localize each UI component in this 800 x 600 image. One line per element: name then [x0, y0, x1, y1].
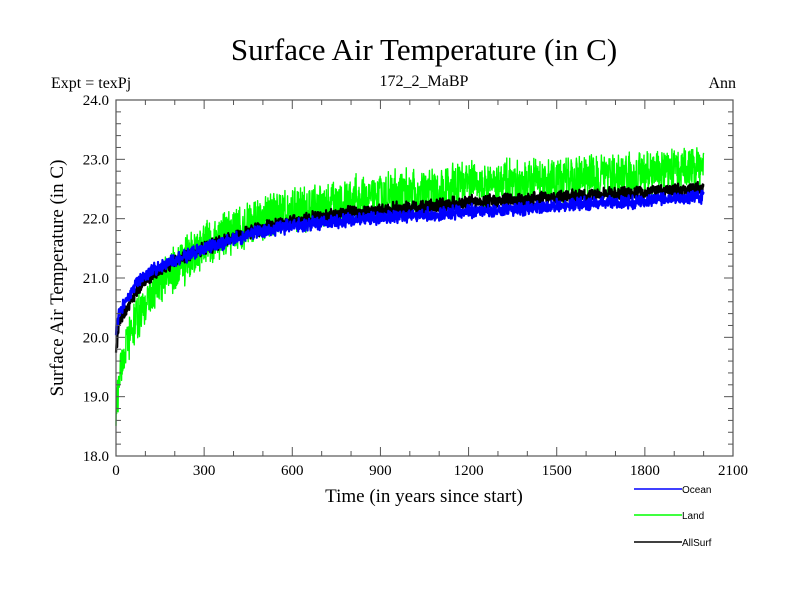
x-tick-labels: 0 300 600 900 1200 1500 1800 2100 [112, 463, 748, 479]
y-tick-label: 20.0 [83, 330, 109, 346]
x-tick-label: 2100 [718, 463, 748, 479]
x-tick-label: 1500 [542, 463, 572, 479]
series-line-ocean [114, 189, 705, 336]
ticks-layer [115, 99, 734, 457]
x-tick-label: 900 [369, 463, 392, 479]
legend-label-land: Land [682, 511, 704, 522]
y-tick-label: 18.0 [83, 449, 109, 465]
series-line-allsurf [114, 180, 705, 353]
legend-label-ocean: Ocean [682, 485, 711, 496]
x-axis-label: Time (in years since start) [325, 486, 523, 507]
x-tick-label: 300 [193, 463, 216, 479]
x-tick-label: 600 [281, 463, 304, 479]
x-tick-label: 0 [112, 463, 120, 479]
chart-title: Surface Air Temperature (in C) [231, 32, 617, 67]
y-tick-label: 24.0 [83, 93, 109, 109]
y-tick-labels: 18.0 19.0 20.0 21.0 22.0 23.0 24.0 [83, 93, 109, 465]
y-tick-label: 21.0 [83, 271, 109, 287]
y-axis-label: Surface Air Temperature (in C) [47, 160, 68, 397]
legend: Ocean Land AllSurf [634, 485, 712, 549]
series-layer [114, 147, 705, 426]
x-tick-label: 1200 [454, 463, 484, 479]
experiment-label: Expt = texPj [51, 75, 131, 92]
x-tick-label: 1800 [630, 463, 660, 479]
legend-label-allsurf: AllSurf [682, 538, 712, 549]
y-tick-label: 22.0 [83, 212, 109, 228]
run-id-label: 172_2_MaBP [380, 73, 469, 90]
season-label: Ann [708, 75, 736, 92]
y-tick-label: 19.0 [83, 390, 109, 406]
y-tick-label: 23.0 [83, 152, 109, 168]
